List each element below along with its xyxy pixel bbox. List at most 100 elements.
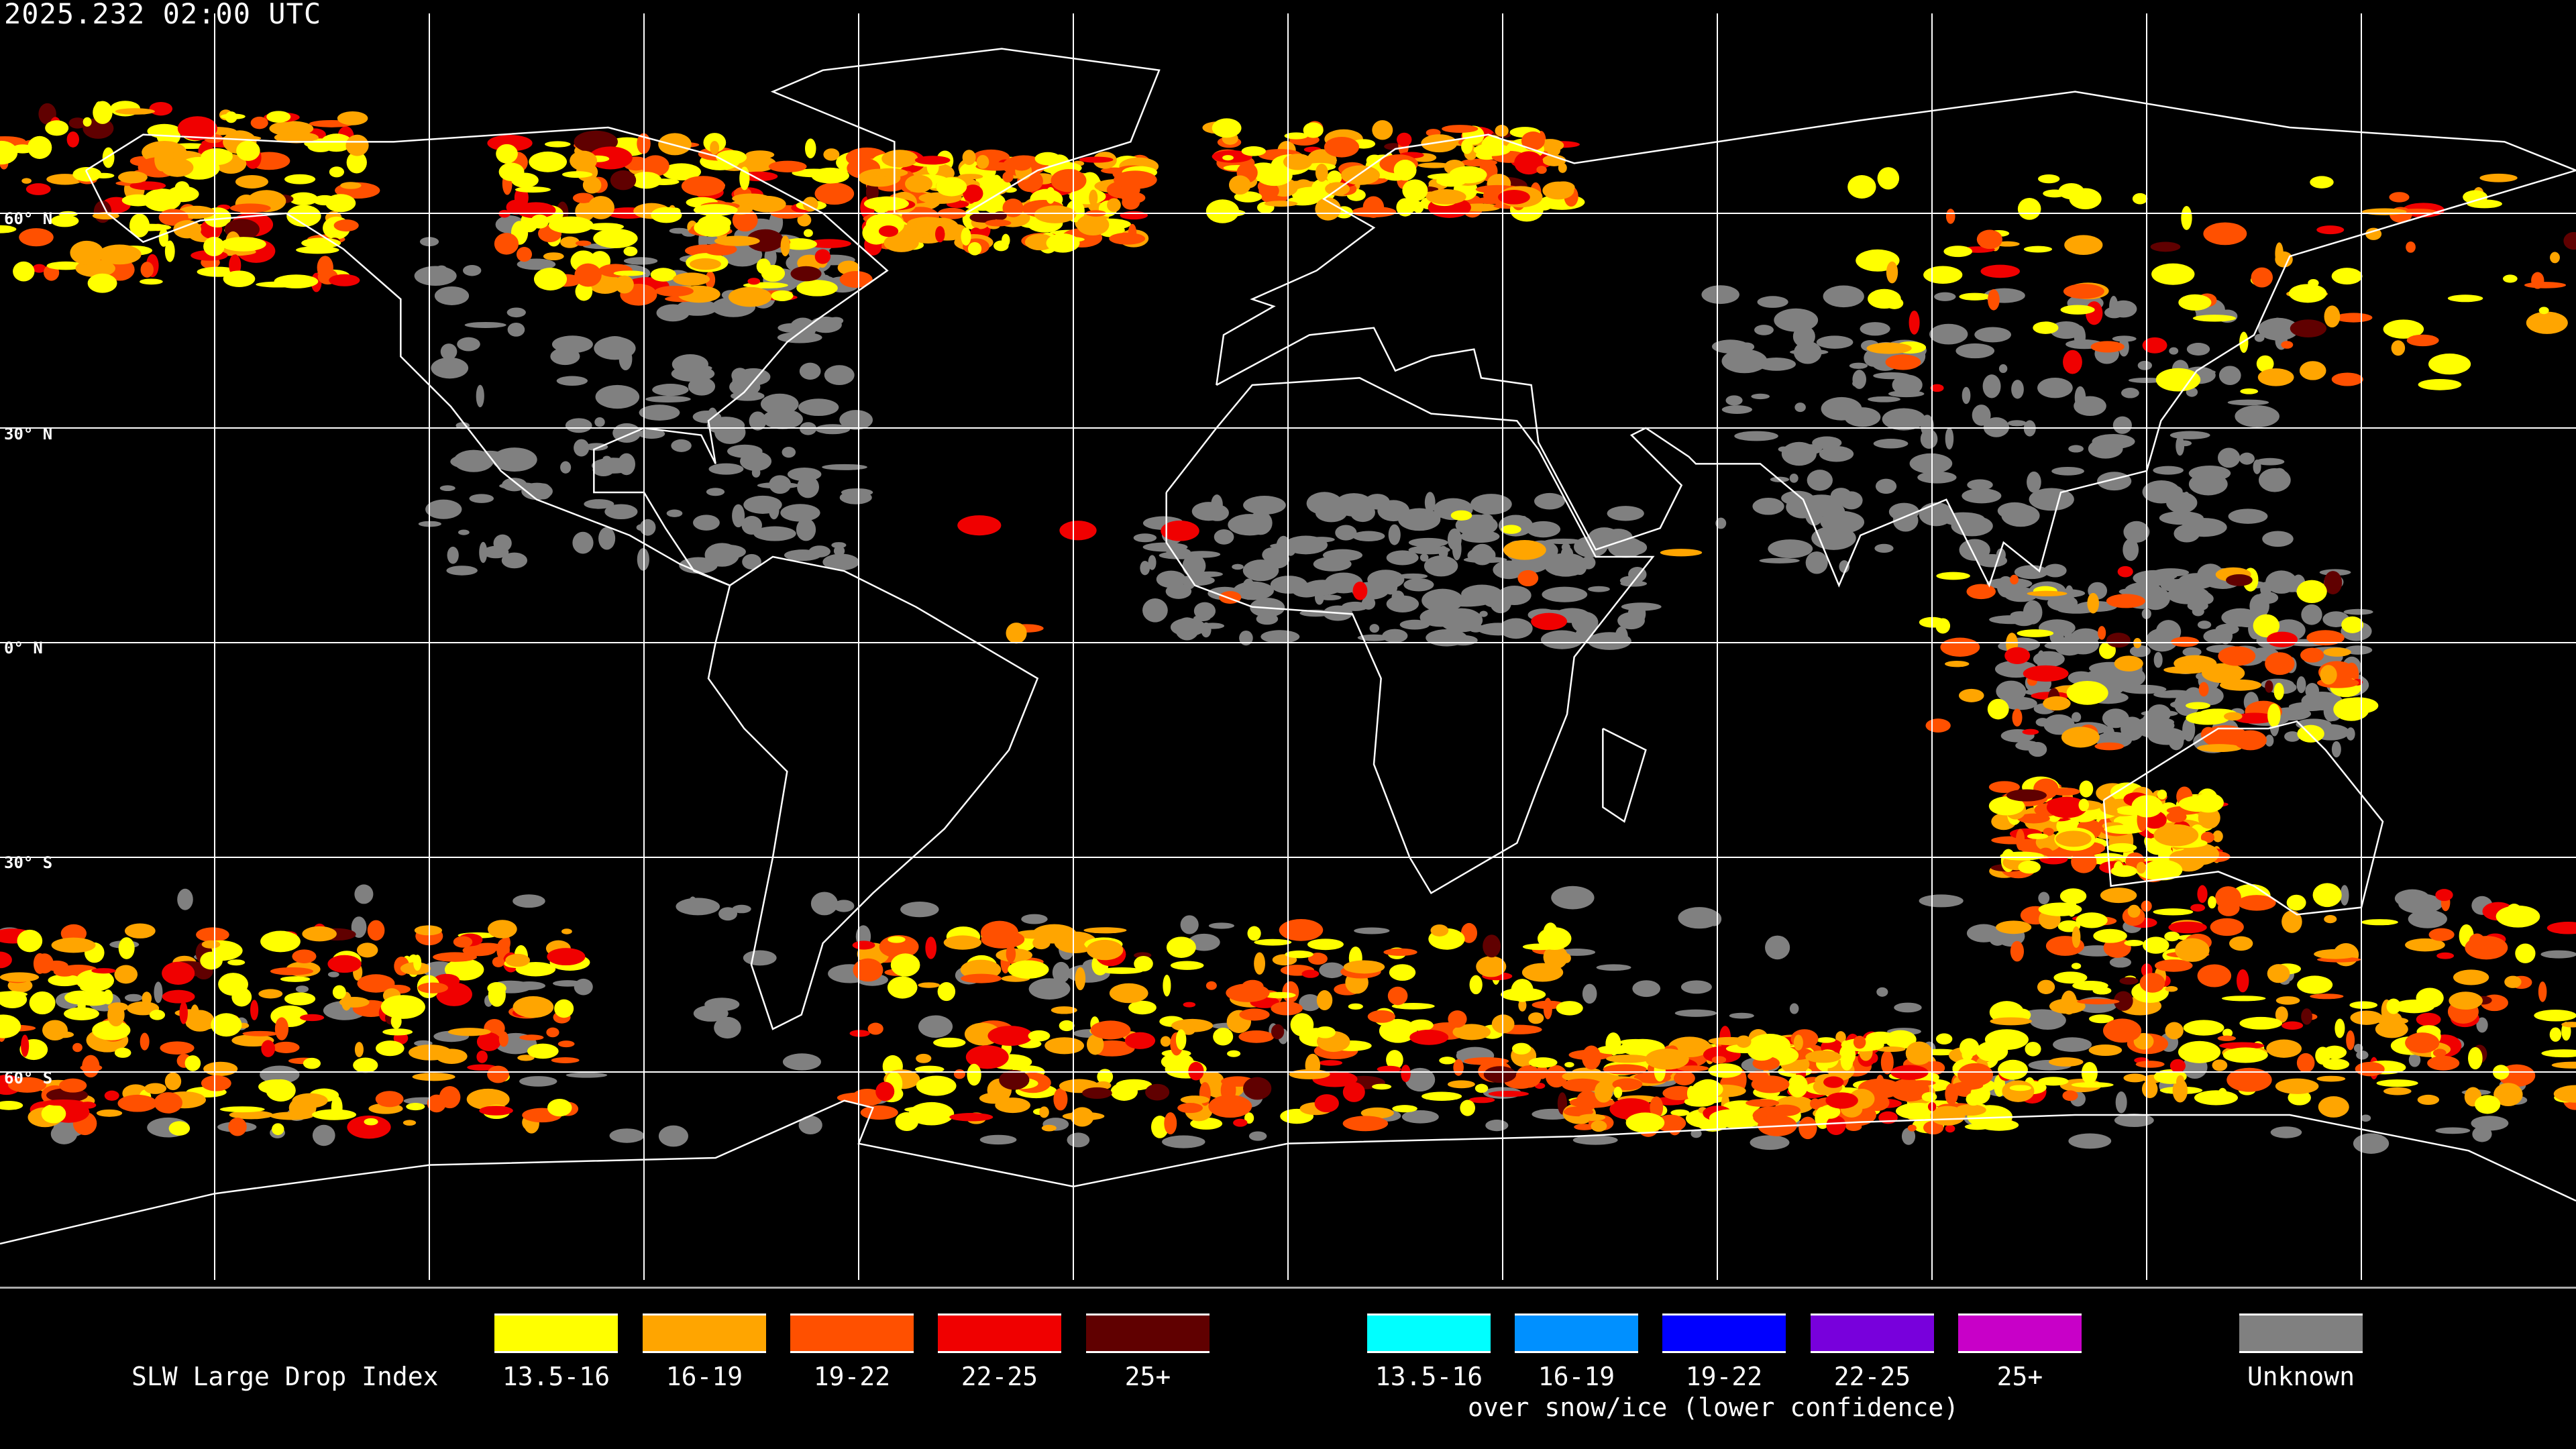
slw-cloud-patch bbox=[2049, 998, 2086, 1014]
slw-cloud-patch bbox=[2229, 936, 2253, 951]
slw-cloud-patch bbox=[908, 1102, 955, 1126]
slw-cloud-patch bbox=[1258, 182, 1279, 199]
slw-cloud-patch bbox=[872, 168, 908, 178]
slw-cloud-patch bbox=[831, 542, 847, 549]
slw-cloud-patch bbox=[2320, 665, 2337, 685]
slw-cloud-patch bbox=[2010, 574, 2019, 585]
slw-cloud-patch bbox=[2123, 1073, 2147, 1083]
slw-cloud-patch bbox=[2316, 225, 2345, 235]
slw-cloud-patch bbox=[1701, 285, 1739, 305]
slw-cloud-patch bbox=[1923, 266, 1963, 284]
slw-cloud-patch bbox=[346, 151, 367, 174]
slw-cloud-patch bbox=[402, 1120, 417, 1126]
slw-cloud-patch bbox=[1299, 994, 1322, 1012]
slw-cloud-patch bbox=[2157, 790, 2167, 800]
slw-cloud-patch bbox=[2334, 1018, 2345, 1038]
slw-cloud-patch bbox=[1543, 945, 1568, 969]
slw-cloud-patch bbox=[1996, 680, 2027, 702]
slw-cloud-patch bbox=[1227, 1050, 1241, 1057]
slw-cloud-patch bbox=[1805, 551, 1828, 574]
slw-cloud-patch bbox=[953, 1069, 965, 1079]
slw-cloud-patch bbox=[2210, 918, 2244, 936]
slw-cloud-patch bbox=[439, 485, 455, 492]
slw-cloud-patch bbox=[414, 925, 443, 936]
slw-cloud-patch bbox=[228, 1117, 247, 1136]
slw-cloud-patch bbox=[2009, 1085, 2031, 1091]
slw-cloud-patch bbox=[1721, 405, 1753, 415]
slw-cloud-patch bbox=[2474, 1095, 2501, 1114]
slw-cloud-patch bbox=[2546, 922, 2576, 934]
slw-cloud-patch bbox=[1387, 986, 1408, 1006]
slw-cloud-patch bbox=[513, 996, 554, 1018]
slw-cloud-patch bbox=[266, 111, 291, 123]
slw-cloud-patch bbox=[732, 904, 751, 914]
slw-cloud-patch bbox=[2163, 665, 2208, 674]
slw-cloud-patch bbox=[2100, 888, 2137, 904]
slw-cloud-patch bbox=[327, 955, 362, 973]
slw-cloud-patch bbox=[1544, 538, 1582, 545]
slw-cloud-patch bbox=[2389, 192, 2410, 203]
slw-cloud-patch bbox=[266, 1079, 296, 1102]
slw-cloud-patch bbox=[1572, 1135, 1618, 1145]
slw-cloud-patch bbox=[2534, 1010, 2576, 1022]
slw-cloud-patch bbox=[2136, 861, 2146, 874]
slw-cloud-patch bbox=[1134, 955, 1153, 972]
slw-cloud-patch bbox=[229, 1110, 274, 1120]
slw-cloud-patch bbox=[2178, 573, 2215, 590]
slw-cloud-patch bbox=[2023, 665, 2069, 682]
slw-cloud-patch bbox=[1377, 1065, 1401, 1073]
slw-cloud-patch bbox=[943, 935, 982, 950]
slw-cloud-patch bbox=[2233, 712, 2275, 724]
slw-cloud-patch bbox=[1816, 1037, 1836, 1043]
slw-cloud-patch bbox=[1208, 1095, 1252, 1118]
slw-cloud-patch bbox=[2107, 843, 2137, 853]
slw-cloud-patch bbox=[993, 211, 1007, 221]
slw-cloud-patch bbox=[2203, 222, 2247, 246]
slw-cloud-patch bbox=[1421, 134, 1458, 153]
slw-cloud-patch bbox=[2197, 964, 2232, 987]
slw-cloud-patch bbox=[1606, 1055, 1650, 1063]
legend-swatch-19-22 bbox=[790, 1313, 914, 1353]
slw-cloud-patch bbox=[2063, 284, 2104, 299]
slw-cloud-patch bbox=[0, 951, 12, 969]
legend-label: 25+ bbox=[1124, 1362, 1171, 1391]
slw-cloud-patch bbox=[2234, 730, 2267, 751]
slw-cloud-patch bbox=[636, 524, 647, 531]
slw-cloud-patch bbox=[1501, 525, 1521, 534]
slw-cloud-patch bbox=[1087, 1034, 1104, 1055]
slw-cloud-patch bbox=[1107, 198, 1121, 213]
slw-cloud-patch bbox=[1847, 175, 1876, 199]
slw-cloud-patch bbox=[93, 172, 115, 178]
slw-cloud-patch bbox=[2142, 337, 2167, 354]
slw-cloud-patch bbox=[937, 982, 956, 1002]
slw-cloud-patch bbox=[2153, 651, 2163, 668]
slw-cloud-patch bbox=[2033, 651, 2065, 667]
slw-cloud-patch bbox=[2038, 892, 2050, 905]
slw-cloud-patch bbox=[1613, 1086, 1623, 1098]
slw-cloud-patch bbox=[2343, 608, 2373, 615]
slw-cloud-patch bbox=[2361, 208, 2407, 215]
slw-cloud-patch bbox=[260, 1065, 300, 1084]
slw-cloud-patch bbox=[1469, 975, 1483, 995]
slw-cloud-patch bbox=[661, 163, 702, 180]
slw-cloud-patch bbox=[1522, 943, 1557, 951]
slw-cloud-patch bbox=[1256, 166, 1293, 186]
slw-cloud-patch bbox=[2154, 959, 2193, 972]
slw-cloud-patch bbox=[457, 337, 480, 352]
slw-cloud-patch bbox=[1770, 1104, 1801, 1116]
slw-cloud-patch bbox=[2027, 590, 2068, 596]
slw-cloud-patch bbox=[1316, 990, 1333, 1010]
slw-cloud-patch bbox=[1983, 417, 2010, 437]
slw-cloud-patch bbox=[658, 1125, 689, 1147]
slw-cloud-patch bbox=[756, 258, 771, 274]
slw-cloud-patch bbox=[1474, 1083, 1489, 1093]
slw-cloud-patch bbox=[2265, 735, 2274, 747]
slw-cloud-patch bbox=[1315, 197, 1341, 221]
slw-cloud-patch bbox=[2282, 1021, 2304, 1030]
slw-cloud-patch bbox=[211, 1013, 242, 1037]
slw-cloud-patch bbox=[1409, 1029, 1449, 1045]
slw-cloud-patch bbox=[815, 424, 851, 435]
slw-cloud-patch bbox=[2168, 921, 2207, 934]
slw-cloud-patch bbox=[1996, 920, 2032, 934]
slw-cloud-patch bbox=[2060, 305, 2095, 315]
